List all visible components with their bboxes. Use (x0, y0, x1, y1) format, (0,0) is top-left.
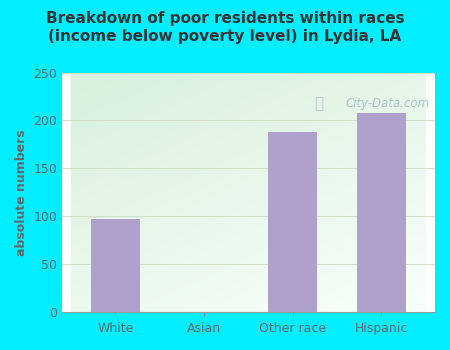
Text: ⦿: ⦿ (315, 96, 324, 111)
Bar (268, 132, 317, 312)
Y-axis label: absolute numbers: absolute numbers (15, 129, 28, 256)
Text: City-Data.com: City-Data.com (345, 97, 429, 110)
Text: Breakdown of poor residents within races
(income below poverty level) in Lydia, : Breakdown of poor residents within races… (46, 10, 404, 44)
Bar (91, 219, 140, 312)
Bar (357, 113, 406, 312)
